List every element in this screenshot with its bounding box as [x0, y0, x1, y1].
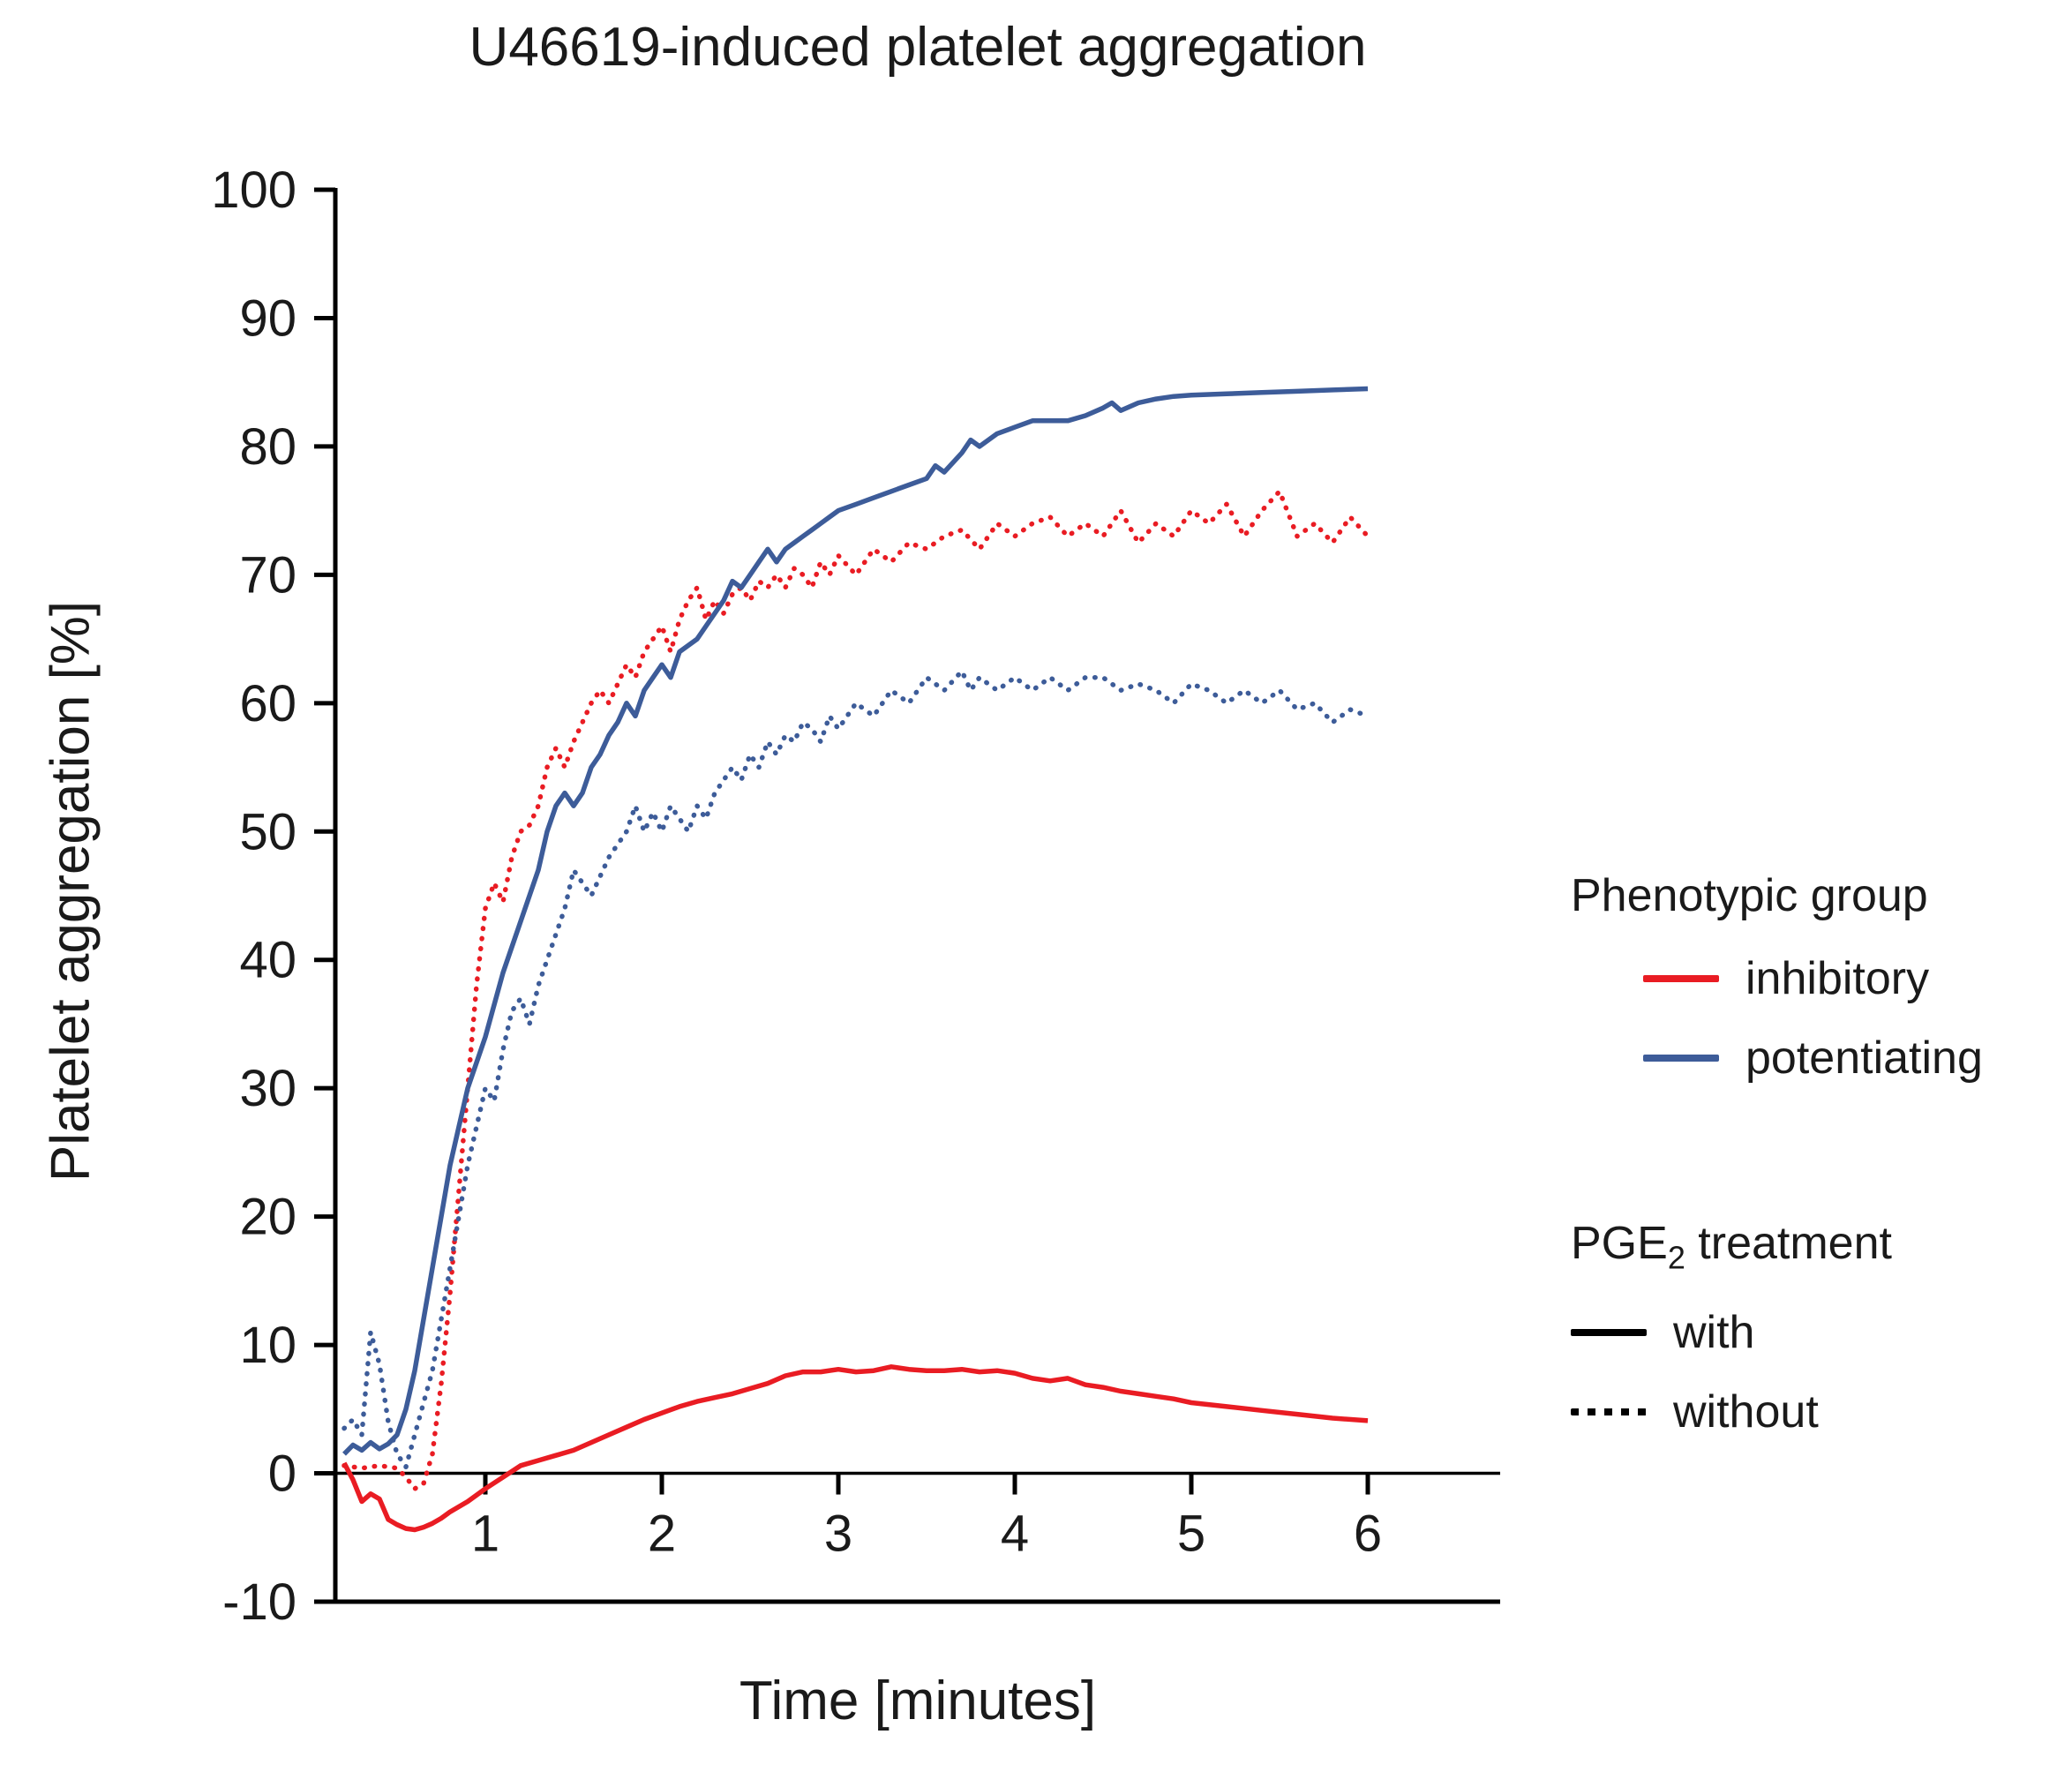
- legend-phenotype-title: Phenotypic group: [1571, 870, 1928, 921]
- y-tick-label: 10: [239, 1317, 297, 1374]
- legend: Phenotypic group inhibitory potentiating…: [1571, 869, 2065, 1465]
- y-tick-label: 50: [239, 803, 297, 860]
- dotted-line-swatch: [1571, 1408, 1647, 1416]
- y-tick-label: 40: [239, 932, 297, 989]
- series-solid: [342, 1364, 1369, 1533]
- y-tick-label: 0: [268, 1445, 297, 1503]
- legend-item-potentiating: potentiating: [1643, 1032, 2065, 1085]
- y-tick-label: 20: [239, 1189, 297, 1246]
- series-solid: [342, 386, 1369, 1456]
- y-tick-label: -10: [222, 1573, 297, 1631]
- legend-item-inhibitory: inhibitory: [1643, 952, 2065, 1005]
- y-tick-label: 60: [239, 675, 297, 732]
- potentiating-line-swatch: [1643, 1055, 1719, 1062]
- treatment-title-suffix: treatment: [1685, 1218, 1892, 1269]
- y-tick-label: 70: [239, 546, 297, 604]
- legend-label: inhibitory: [1745, 953, 1930, 1004]
- legend-item-without: without: [1571, 1385, 2065, 1438]
- x-tick-label: 2: [648, 1505, 676, 1563]
- y-tick-label: 100: [211, 161, 297, 219]
- y-tick-label: 80: [239, 418, 297, 476]
- treatment-title-text: PGE: [1571, 1218, 1668, 1269]
- legend-spacer: [1571, 1111, 2065, 1217]
- x-tick-label: 5: [1177, 1505, 1205, 1563]
- y-tick-label: 30: [239, 1060, 297, 1117]
- series-dotted: [342, 489, 1370, 1491]
- solid-line-swatch: [1571, 1329, 1647, 1337]
- inhibitory-line-swatch: [1643, 975, 1719, 982]
- chart-title: U46619-induced platelet aggregation: [469, 17, 1367, 78]
- x-tick-label: 6: [1354, 1505, 1382, 1563]
- legend-label: with: [1673, 1307, 1755, 1359]
- legend-label: potentiating: [1745, 1032, 1983, 1084]
- legend-treatment-title: PGE2 treatment: [1571, 1217, 2065, 1276]
- x-axis-label: Time [minutes]: [739, 1671, 1097, 1731]
- x-tick-label: 4: [1001, 1505, 1029, 1563]
- treatment-title-subscript: 2: [1667, 1239, 1685, 1276]
- legend-label: without: [1673, 1386, 1819, 1438]
- series-dotted: [342, 668, 1370, 1470]
- x-tick-label: 3: [824, 1505, 852, 1563]
- legend-item-with: with: [1571, 1306, 2065, 1359]
- y-tick-label: 90: [239, 289, 297, 347]
- x-tick-label: 1: [471, 1505, 499, 1563]
